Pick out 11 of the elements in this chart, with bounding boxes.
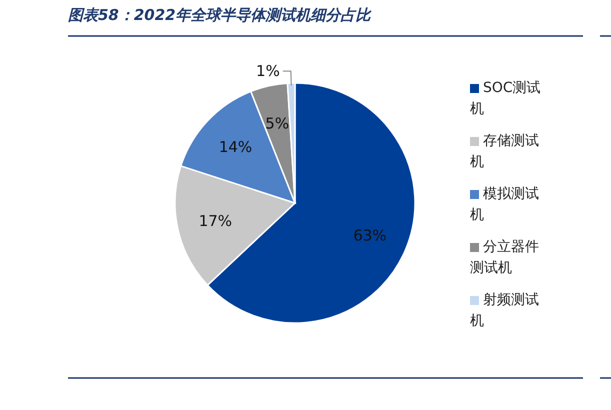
data-label: 5% bbox=[265, 114, 290, 132]
data-label: 63% bbox=[353, 226, 387, 244]
chart-title: 图表58：2022年全球半导体测试机细分占比 bbox=[68, 6, 371, 25]
legend-label: 存储测试机 bbox=[470, 132, 540, 172]
legend-label: 分立器件测试机 bbox=[470, 238, 540, 278]
data-label: 14% bbox=[218, 138, 252, 156]
legend-label: 射频测试机 bbox=[470, 291, 540, 331]
legend-label: SOC测试机 bbox=[470, 79, 542, 119]
data-label: 1% bbox=[256, 62, 280, 80]
legend-label: 模拟测试机 bbox=[470, 185, 540, 225]
data-label: 17% bbox=[198, 212, 232, 230]
